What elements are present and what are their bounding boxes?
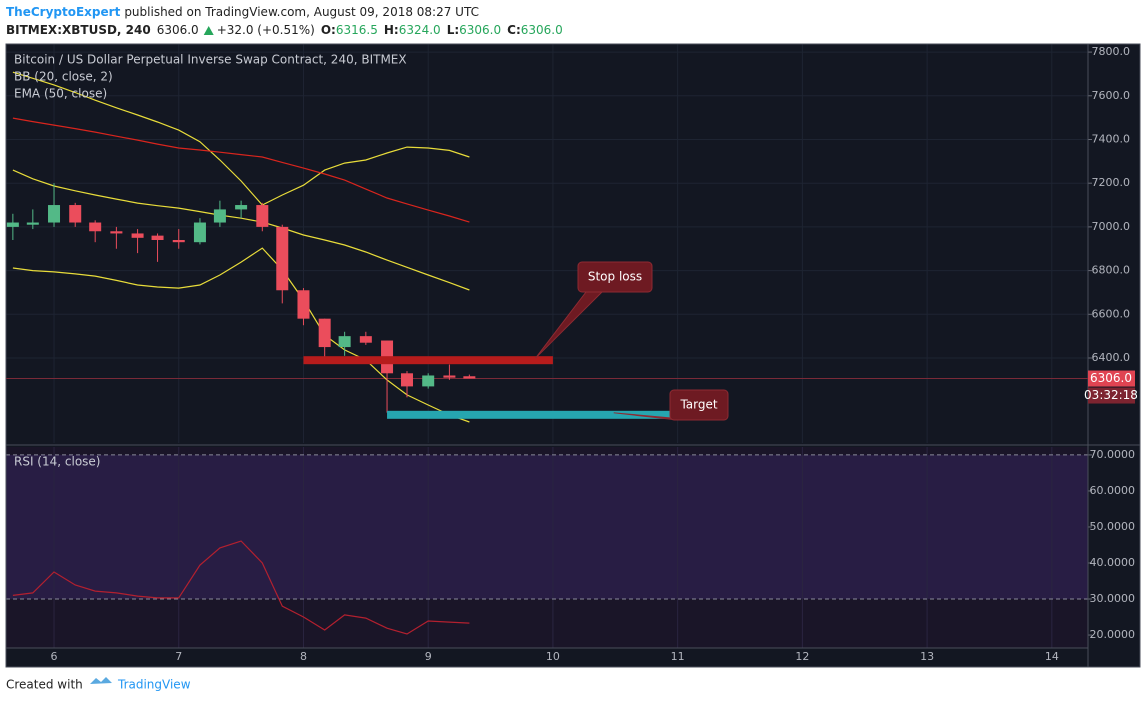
y-tick-label: 6600.0: [1092, 307, 1131, 320]
candle-body: [400, 373, 413, 387]
pane-title: RSI (14, close): [14, 455, 100, 469]
author[interactable]: TheCryptoExpert: [6, 5, 121, 19]
last-price-box: [1088, 370, 1135, 387]
ohlc-label: O:: [321, 23, 336, 37]
y-tick-label: 20.0000: [1090, 628, 1136, 641]
publish-line: TheCryptoExpert published on TradingView.…: [6, 5, 479, 19]
x-tick-label: 11: [671, 650, 685, 663]
symbol: BITMEX:XBTUSD, 240: [6, 23, 151, 37]
candle-body: [172, 240, 185, 243]
y-tick-label: 6400.0: [1092, 351, 1131, 364]
indicator-line: [12, 169, 470, 291]
candle-body: [235, 205, 248, 210]
x-tick-label: 7: [175, 650, 182, 663]
ohlc-label: L:: [447, 23, 459, 37]
candle-body: [443, 375, 456, 378]
candle-body: [110, 231, 123, 234]
candle-body: [276, 226, 289, 291]
indicator-legend: BB (20, close, 2): [14, 70, 113, 84]
y-tick-label: 7800.0: [1092, 45, 1131, 58]
x-tick-label: 14: [1045, 650, 1059, 663]
countdown-box: [1088, 387, 1135, 404]
last: 6306.0: [157, 23, 199, 37]
y-tick-label: 40.0000: [1090, 556, 1136, 569]
candle-body: [318, 318, 331, 348]
ohlc-label: C:: [507, 23, 521, 37]
rsi-line: [12, 540, 470, 635]
x-tick-label: 6: [51, 650, 58, 663]
ohlc-label: H:: [384, 23, 399, 37]
ohlc-value: 6324.0: [399, 23, 441, 37]
y-tick-label: 7400.0: [1092, 132, 1131, 145]
candle-body: [48, 205, 61, 223]
x-tick-label: 9: [425, 650, 432, 663]
y-tick-label: 6800.0: [1092, 264, 1131, 277]
zone: [303, 356, 553, 365]
indicator-line: [12, 71, 470, 206]
last-price-label: 6306.0: [1090, 371, 1132, 385]
up-arrow: [203, 26, 214, 35]
ohlc-value: 6306.0: [459, 23, 501, 37]
x-tick-label: 8: [300, 650, 307, 663]
y-tick-label: 7000.0: [1092, 220, 1131, 233]
pane-title: Bitcoin / US Dollar Perpetual Inverse Sw…: [14, 53, 407, 67]
candle-body: [422, 375, 435, 387]
x-tick-label: 13: [920, 650, 934, 663]
candle-body: [338, 336, 351, 348]
change: +32.0 (+0.51%): [217, 23, 315, 37]
candle-body: [26, 222, 39, 225]
indicator-line: [12, 247, 470, 423]
candle-body: [131, 233, 144, 238]
zone: [387, 410, 698, 419]
candle-body: [69, 205, 82, 223]
plot: 6 7 8 9 10 11 12 13 14 6400.0 6600.0 6800.0 7000.0 72…: [5, 43, 1141, 668]
x-tick-label: 12: [795, 650, 809, 663]
candle-body: [359, 336, 372, 343]
candle-body: [193, 222, 206, 243]
rsi-band: [6, 454, 1088, 600]
indicator-legend: EMA (50, close): [14, 87, 107, 101]
symbol-line: BITMEX:XBTUSD, 240 6306.0 +32.0 (+0.51%) O:…: [6, 23, 563, 37]
ohlc-value: 6316.5: [336, 23, 378, 37]
candle-body: [89, 222, 102, 232]
x-tick-label: 10: [546, 650, 560, 663]
footer-brand[interactable]: TradingView: [117, 678, 191, 692]
callout-label: Target: [679, 398, 717, 412]
candle-body: [463, 376, 476, 379]
callout-label: Stop loss: [588, 270, 642, 284]
tv-logo[interactable]: [90, 677, 112, 684]
callout-box: [669, 389, 729, 421]
candle-body: [6, 222, 19, 227]
countdown: 03:32:18: [1084, 388, 1138, 402]
indicator-line: [12, 117, 470, 223]
y-tick-label: 7600.0: [1092, 89, 1131, 102]
footer-created: Created with: [6, 678, 83, 692]
ohlc-value: 6306.0: [521, 23, 563, 37]
y-tick-label: 50.0000: [1090, 520, 1136, 533]
candle-body: [297, 290, 310, 319]
candle-body: [256, 205, 269, 227]
y-tick-label: 30.0000: [1090, 592, 1136, 605]
frame: [5, 43, 1141, 668]
y-tick-label: 60.0000: [1090, 484, 1136, 497]
candle-body: [151, 235, 164, 241]
candle-body: [213, 209, 226, 223]
y-tick-label: 7200.0: [1092, 176, 1131, 189]
y-tick-label: 70.0000: [1090, 448, 1136, 461]
callout-box: [577, 261, 653, 293]
published: published on TradingView.com, August 09,…: [124, 5, 479, 19]
